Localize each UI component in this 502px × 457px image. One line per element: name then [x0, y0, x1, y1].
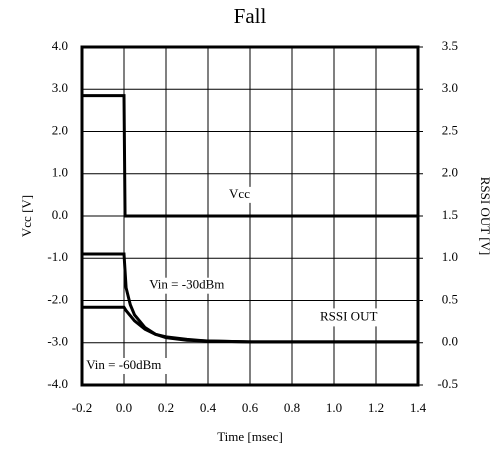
x-tick-label: 0.0	[116, 400, 132, 415]
chart-title: Fall	[234, 4, 267, 28]
y-tick-label: -4.0	[47, 376, 68, 391]
x-tick-label: 1.2	[368, 400, 384, 415]
x-tick-label: 0.2	[158, 400, 174, 415]
y2-tick-label: 1.5	[442, 207, 458, 222]
annotation-box	[308, 308, 393, 327]
label-bg	[84, 357, 181, 374]
y2-tick-label: 2.0	[442, 165, 458, 180]
y2-tick-label: -0.5	[437, 376, 458, 391]
y-tick-label: -1.0	[47, 249, 68, 264]
annotation: RSSI OUT	[320, 308, 377, 323]
y-tick-label: 3.0	[52, 80, 68, 95]
series-label: Vcc	[229, 186, 250, 201]
y2-axis-label: RSSI OUT [V]	[478, 177, 493, 256]
y2-tick-label: 3.0	[442, 80, 458, 95]
label-bg	[225, 186, 254, 203]
y-tick-label: 0.0	[52, 207, 68, 222]
x-tick-label: 0.8	[284, 400, 300, 415]
x-tick-label: 0.6	[242, 400, 259, 415]
y-tick-label: 1.0	[52, 165, 68, 180]
y2-tick-label: 1.0	[442, 249, 458, 264]
y2-tick-label: 2.5	[442, 122, 458, 137]
y-axis-label: Vcc [V]	[19, 195, 34, 237]
y-tick-label: 2.0	[52, 122, 68, 137]
x-tick-label: 1.0	[326, 400, 342, 415]
x-tick-label: 1.4	[410, 400, 427, 415]
y2-tick-label: 0.0	[442, 334, 458, 349]
y2-tick-label: 0.5	[442, 291, 458, 306]
y-tick-label: -2.0	[47, 291, 68, 306]
series-label: Vin = -30dBm	[149, 277, 224, 292]
y-tick-label: -3.0	[47, 334, 68, 349]
line-series	[82, 305, 418, 344]
x-tick-label: -0.2	[72, 400, 93, 415]
label-bg	[147, 277, 244, 294]
line-series	[82, 94, 418, 218]
y2-tick-label: 3.5	[442, 38, 458, 53]
x-axis-label: Time [msec]	[217, 429, 283, 444]
y-tick-label: 4.0	[52, 38, 68, 53]
series-label: Vin = -60dBm	[86, 357, 161, 372]
x-tick-label: 0.4	[200, 400, 217, 415]
